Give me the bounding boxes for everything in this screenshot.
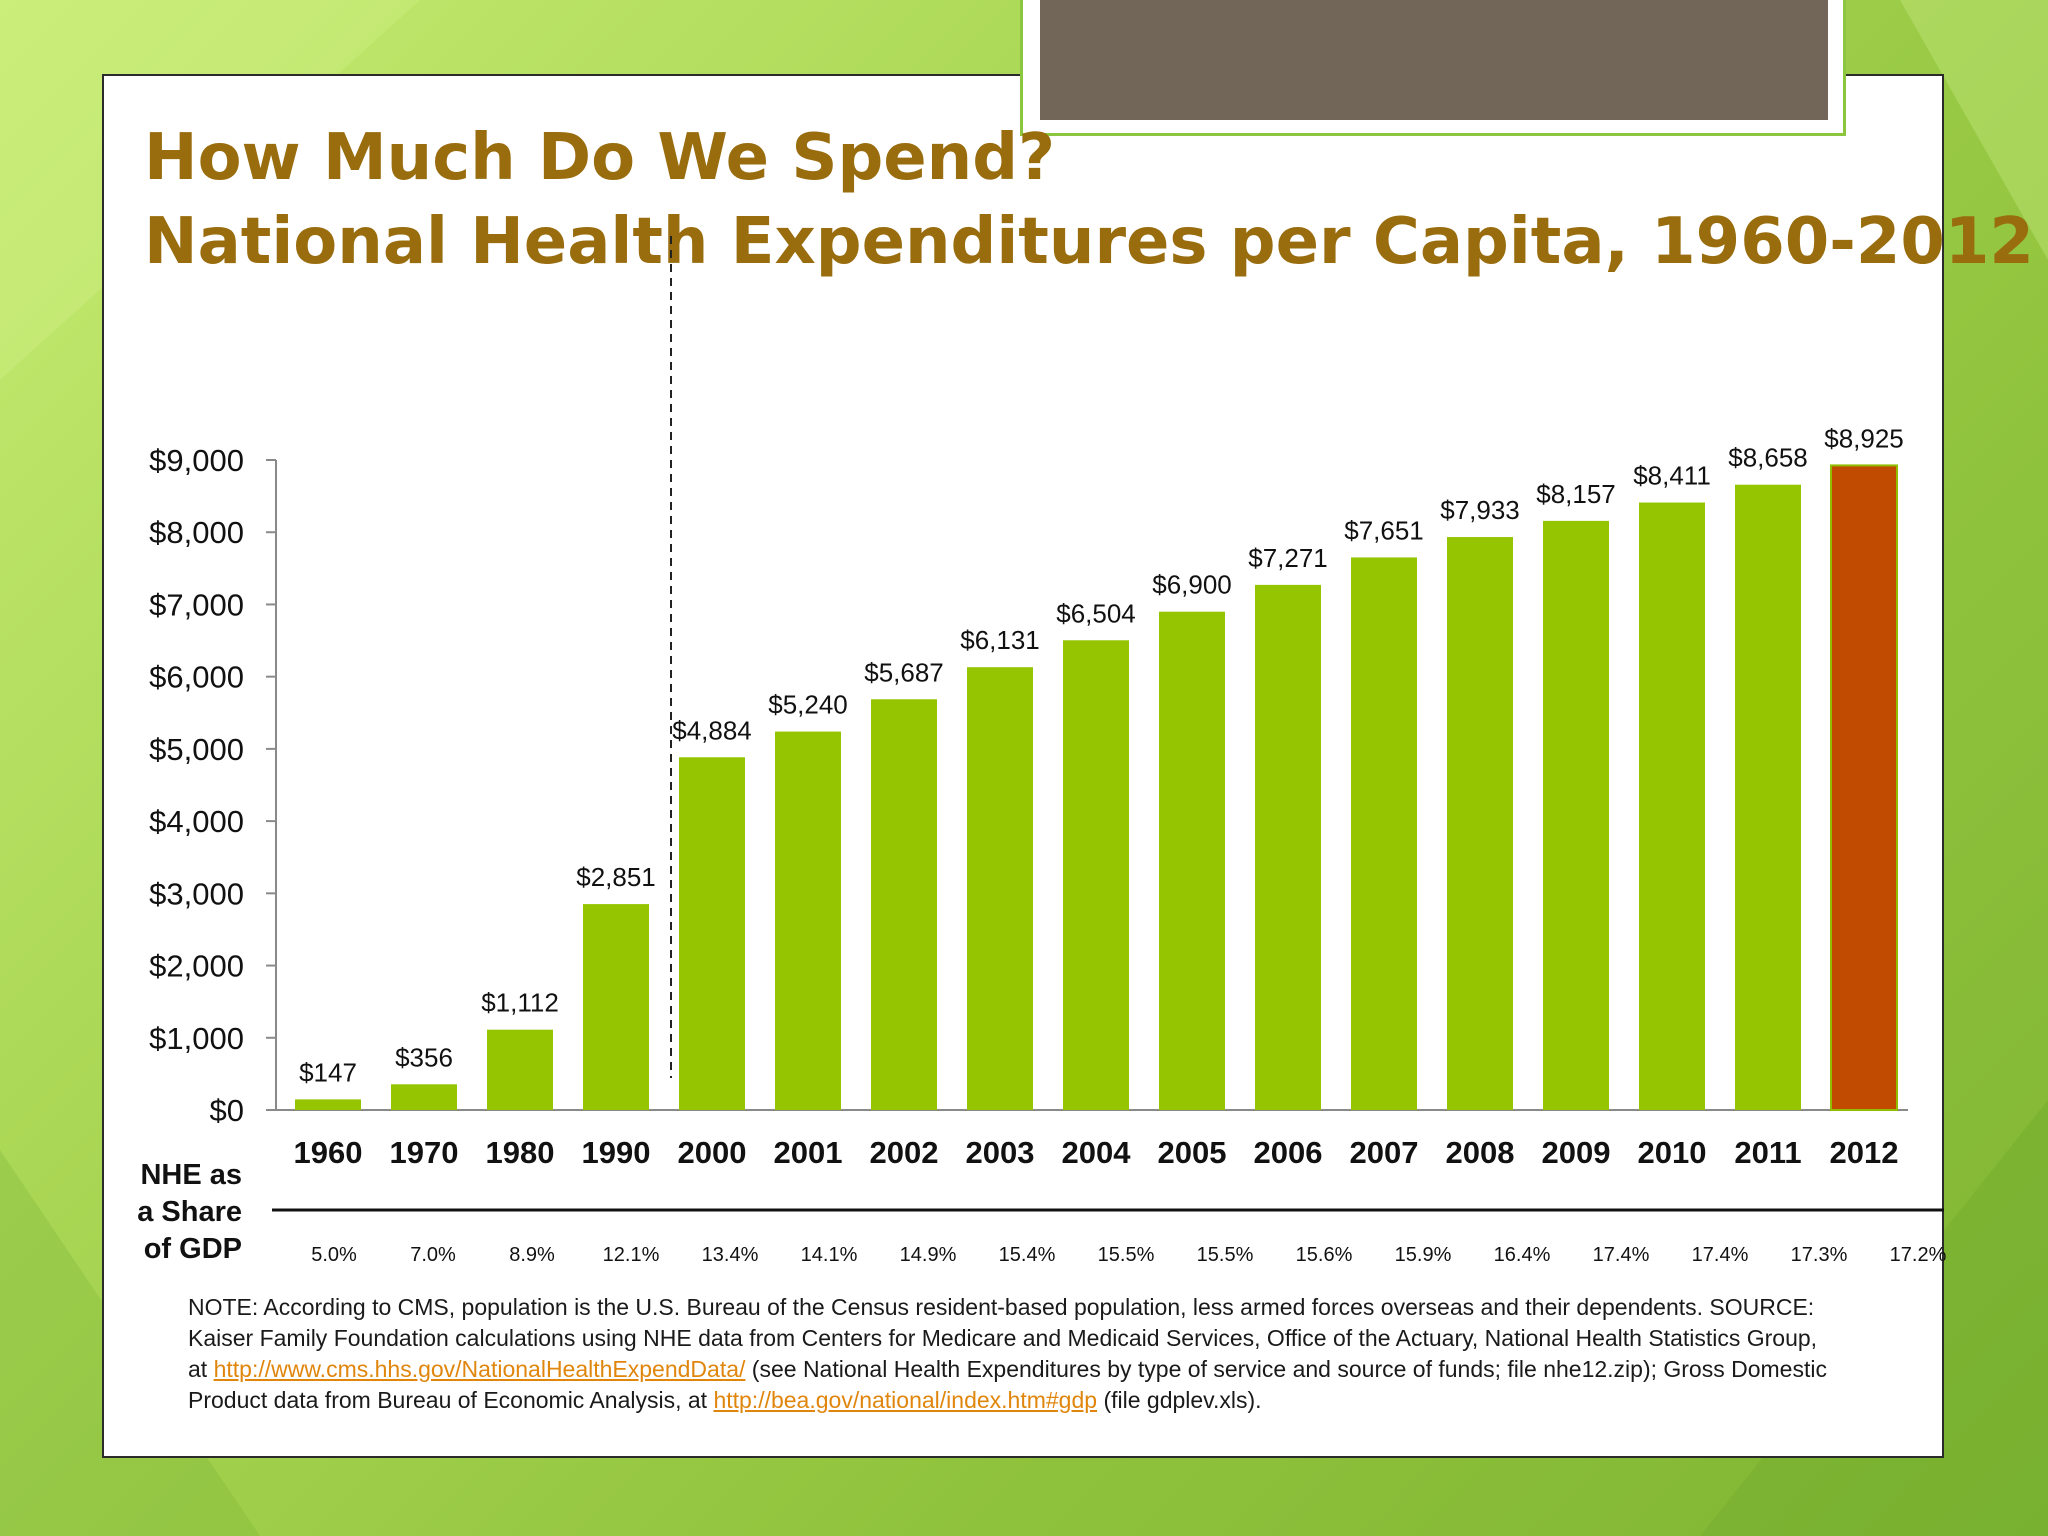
y-tick-label: $0 bbox=[210, 1093, 244, 1128]
x-tick-label: 2003 bbox=[966, 1135, 1035, 1170]
bar-2004 bbox=[1063, 640, 1129, 1110]
value-label-2010: $8,411 bbox=[1633, 461, 1711, 491]
y-tick-label: $4,000 bbox=[149, 804, 244, 839]
gdp-share-row: NHE as a Share of GDP 5.0% 7.0% 8.9% 12.1% 13.4… bbox=[137, 1159, 1946, 1266]
y-tick-label: $7,000 bbox=[149, 587, 244, 622]
bar-1960 bbox=[295, 1099, 361, 1110]
x-tick-label: 2008 bbox=[1446, 1135, 1515, 1170]
y-tick-label: $3,000 bbox=[149, 876, 244, 911]
x-tick-label: 2007 bbox=[1350, 1135, 1419, 1170]
value-label-2002: $5,687 bbox=[864, 657, 944, 687]
value-label-2007: $7,651 bbox=[1344, 515, 1424, 545]
x-tick-label: 2001 bbox=[774, 1135, 843, 1170]
value-label-2012: $8,925 bbox=[1824, 423, 1904, 453]
value-label-1960: $147 bbox=[299, 1057, 357, 1087]
gdp-share-1960: 5.0% bbox=[311, 1244, 357, 1266]
x-tick-label: 2002 bbox=[870, 1135, 939, 1170]
gdp-share-2004: 15.5% bbox=[1098, 1244, 1155, 1266]
bar-2002 bbox=[871, 699, 937, 1110]
y-axis: $0 $1,000 $2,000 $3,000 $4,000 $5,000 $6,000 $7… bbox=[149, 443, 277, 1128]
cms-data-link[interactable]: http://www.cms.hhs.gov/NationalHealthExp… bbox=[213, 1356, 746, 1382]
bar-2006 bbox=[1255, 584, 1321, 1110]
value-label-2003: $6,131 bbox=[960, 625, 1040, 655]
x-axis: 1960 1970 1980 1990 2000 2001 2002 2003 2004 2005… bbox=[276, 1109, 1908, 1170]
value-label-2011: $8,658 bbox=[1728, 443, 1808, 473]
bar-2011 bbox=[1735, 484, 1801, 1110]
gdp-share-2000: 13.4% bbox=[702, 1244, 759, 1266]
gdp-share-1990: 12.1% bbox=[603, 1244, 660, 1266]
bar-1980 bbox=[487, 1029, 553, 1110]
gdp-share-2011: 17.3% bbox=[1791, 1244, 1848, 1266]
bar-2003 bbox=[967, 667, 1033, 1110]
bars bbox=[295, 236, 1898, 1111]
x-tick-label: 1970 bbox=[390, 1135, 459, 1170]
gdp-share-2006: 15.6% bbox=[1296, 1244, 1353, 1266]
bar-2009 bbox=[1543, 520, 1609, 1110]
value-label-2001: $5,240 bbox=[768, 690, 848, 720]
slide-title: How Much Do We Spend? National Health Ex… bbox=[144, 116, 2034, 284]
x-tick-label: 2010 bbox=[1638, 1135, 1707, 1170]
y-tick-label: $6,000 bbox=[149, 660, 244, 695]
title-line-2: National Health Expenditures per Capita,… bbox=[144, 205, 2034, 279]
bar-2005 bbox=[1159, 611, 1225, 1110]
value-label-2000: $4,884 bbox=[672, 715, 752, 745]
y-tick-label: $8,000 bbox=[149, 515, 244, 550]
value-label-2006: $7,271 bbox=[1248, 543, 1328, 573]
x-tick-label: 2012 bbox=[1830, 1135, 1899, 1170]
bea-gdp-link[interactable]: http://bea.gov/national/index.htm#gdp bbox=[713, 1387, 1098, 1413]
gdp-share-1970: 7.0% bbox=[410, 1244, 456, 1266]
bar-1990 bbox=[583, 904, 649, 1110]
bar-2000 bbox=[679, 757, 745, 1110]
gdp-share-2005: 15.5% bbox=[1197, 1244, 1254, 1266]
y-tick-label: $2,000 bbox=[149, 949, 244, 984]
x-tick-label: 1960 bbox=[294, 1135, 363, 1170]
x-tick-label: 1980 bbox=[486, 1135, 555, 1170]
y-tick-label: $5,000 bbox=[149, 732, 244, 767]
gdp-share-2003: 15.4% bbox=[999, 1244, 1056, 1266]
x-tick-label: 2006 bbox=[1254, 1135, 1323, 1170]
gdp-share-label-line: NHE as bbox=[140, 1159, 242, 1191]
gdp-share-2001: 14.1% bbox=[801, 1244, 858, 1266]
gdp-share-2008: 16.4% bbox=[1494, 1244, 1551, 1266]
value-label-1980: $1,112 bbox=[481, 988, 559, 1018]
x-tick-label: 2009 bbox=[1542, 1135, 1611, 1170]
value-label-2004: $6,504 bbox=[1056, 598, 1136, 628]
gdp-share-2010: 17.4% bbox=[1692, 1244, 1749, 1266]
value-label-1970: $356 bbox=[395, 1042, 453, 1072]
x-tick-label: 1990 bbox=[582, 1135, 651, 1170]
gdp-share-2002: 14.9% bbox=[900, 1244, 957, 1266]
bar-highlight-2012 bbox=[1830, 464, 1898, 1111]
gdp-share-2007: 15.9% bbox=[1395, 1244, 1452, 1266]
bar-2007 bbox=[1351, 557, 1417, 1110]
x-tick-label: 2005 bbox=[1158, 1135, 1227, 1170]
note-text-1: NOTE: According to CMS, population is th… bbox=[188, 1294, 1818, 1382]
title-line-1: How Much Do We Spend? bbox=[144, 121, 1056, 195]
value-label-2009: $8,157 bbox=[1536, 479, 1616, 509]
value-label-1990: $2,851 bbox=[576, 862, 656, 892]
y-tick-label: $1,000 bbox=[149, 1021, 244, 1056]
gdp-share-2012: 17.2% bbox=[1890, 1244, 1947, 1266]
bar-1970 bbox=[391, 1084, 457, 1110]
gdp-share-label-line: of GDP bbox=[144, 1233, 242, 1265]
value-labels: $147 $356 $1,112 $2,851 $4,884 $5,240 $5,687 $6… bbox=[299, 423, 1904, 1087]
x-tick-label: 2004 bbox=[1062, 1135, 1132, 1170]
bar-2001 bbox=[775, 731, 841, 1110]
value-label-2005: $6,900 bbox=[1152, 570, 1232, 600]
source-note: NOTE: According to CMS, population is th… bbox=[188, 1292, 1828, 1416]
x-tick-label: 2000 bbox=[678, 1135, 747, 1170]
y-tick-label: $9,000 bbox=[149, 443, 244, 478]
gdp-share-1980: 8.9% bbox=[509, 1244, 555, 1266]
x-tick-label: 2011 bbox=[1734, 1135, 1801, 1170]
value-label-2008: $7,933 bbox=[1440, 495, 1520, 525]
bar-2008 bbox=[1447, 537, 1513, 1110]
bar-2010 bbox=[1639, 502, 1705, 1110]
gdp-share-label-line: a Share bbox=[137, 1196, 242, 1228]
header-placeholder-box bbox=[1040, 0, 1828, 120]
gdp-share-2009: 17.4% bbox=[1593, 1244, 1650, 1266]
note-text-3: (file gdplev.xls). bbox=[1097, 1387, 1262, 1413]
note-text-2: (see National Health Expenditures by typ… bbox=[188, 1356, 1827, 1413]
